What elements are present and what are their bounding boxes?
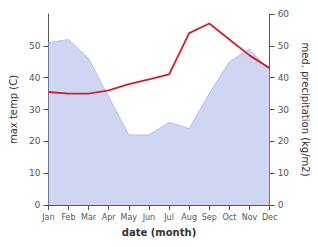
svg-text:Oct: Oct <box>222 213 236 222</box>
svg-text:0: 0 <box>35 200 41 210</box>
svg-text:Feb: Feb <box>61 213 75 222</box>
svg-text:30: 30 <box>278 105 290 115</box>
svg-text:Jan: Jan <box>41 213 54 222</box>
svg-text:0: 0 <box>278 200 284 210</box>
svg-text:20: 20 <box>29 136 41 146</box>
svg-text:Sep: Sep <box>202 213 217 222</box>
svg-text:date (month): date (month) <box>122 227 196 238</box>
svg-text:40: 40 <box>29 73 41 83</box>
svg-text:max temp (C): max temp (C) <box>8 75 19 144</box>
svg-text:60: 60 <box>278 9 290 19</box>
svg-text:50: 50 <box>29 41 41 51</box>
svg-text:med. precipitation (kg/m2): med. precipitation (kg/m2) <box>300 42 311 176</box>
svg-text:Jul: Jul <box>163 213 174 222</box>
svg-text:Apr: Apr <box>102 213 117 222</box>
svg-text:10: 10 <box>278 168 290 178</box>
svg-text:Nov: Nov <box>242 213 258 222</box>
svg-text:Mar: Mar <box>81 213 97 222</box>
svg-text:40: 40 <box>278 73 290 83</box>
svg-text:20: 20 <box>278 136 290 146</box>
svg-text:50: 50 <box>278 41 290 51</box>
svg-text:Jun: Jun <box>142 213 156 222</box>
svg-text:Dec: Dec <box>262 213 277 222</box>
svg-text:10: 10 <box>29 168 41 178</box>
svg-text:Aug: Aug <box>181 213 197 222</box>
svg-text:May: May <box>121 213 138 222</box>
svg-text:30: 30 <box>29 105 41 115</box>
